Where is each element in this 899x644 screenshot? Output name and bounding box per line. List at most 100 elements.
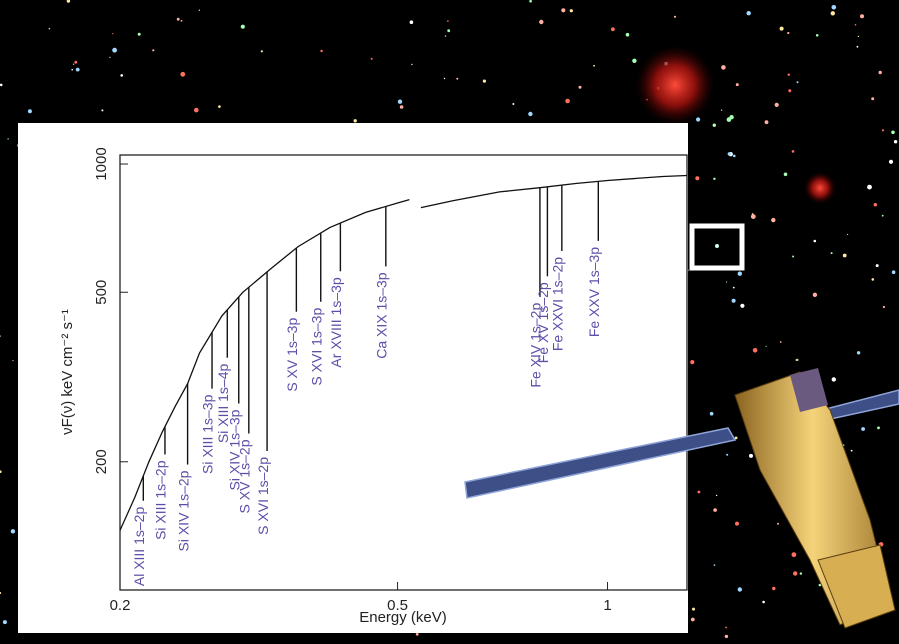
star xyxy=(857,35,860,38)
star xyxy=(48,27,51,30)
star xyxy=(444,35,447,37)
y-tick-label: 1000 xyxy=(93,147,110,180)
star xyxy=(878,543,881,545)
star xyxy=(726,281,728,283)
star xyxy=(712,123,716,127)
line-label: Si XIII 1s–2p xyxy=(153,460,169,540)
star xyxy=(0,335,1,337)
star xyxy=(194,107,199,113)
star xyxy=(260,50,263,53)
line-label: Fe XV 1s–2p xyxy=(535,282,551,363)
star xyxy=(793,571,798,576)
star xyxy=(411,63,413,66)
star xyxy=(815,34,819,37)
star xyxy=(721,65,726,70)
star xyxy=(539,19,544,25)
y-tick-label: 500 xyxy=(93,280,110,305)
star xyxy=(893,140,898,144)
star xyxy=(137,32,141,36)
x-axis-label: Energy (keV) xyxy=(359,609,447,626)
star xyxy=(690,617,695,622)
star xyxy=(0,591,2,595)
star xyxy=(788,89,792,93)
star xyxy=(856,351,861,355)
star xyxy=(732,286,735,289)
star xyxy=(112,33,114,35)
star xyxy=(320,49,323,53)
x-tick-label: 0.2 xyxy=(110,597,131,614)
star xyxy=(611,27,615,32)
star xyxy=(860,14,864,19)
star xyxy=(737,587,742,592)
star xyxy=(569,9,573,13)
plot-area: 0.2 0.5 1 200 500 1000 Al XIII 1s–2p Si XIII 1s… xyxy=(93,147,688,614)
star xyxy=(74,60,78,64)
star xyxy=(75,67,80,72)
star xyxy=(774,102,779,107)
plot-panel xyxy=(18,123,688,633)
star xyxy=(762,600,765,604)
star xyxy=(152,49,155,52)
star xyxy=(561,8,566,13)
star xyxy=(10,529,16,534)
y-axis-label: νF(ν) keV cm⁻² s⁻¹ xyxy=(59,309,76,435)
x-tick-label: 1 xyxy=(603,597,611,614)
star xyxy=(765,345,767,347)
star xyxy=(877,426,880,430)
star xyxy=(830,11,835,16)
star xyxy=(818,583,822,587)
line-label: Si XIII 1s–4p xyxy=(215,364,231,444)
star xyxy=(771,217,776,223)
star xyxy=(353,119,357,123)
star xyxy=(842,253,847,258)
target-box xyxy=(689,223,745,271)
star xyxy=(772,586,776,591)
line-label: Al XIII 1s–2p xyxy=(131,507,147,587)
line-label: Fe XXVI 1s–2p xyxy=(550,257,566,351)
star xyxy=(692,607,695,611)
star xyxy=(891,130,895,135)
star xyxy=(720,109,723,111)
star xyxy=(735,83,739,87)
star xyxy=(764,120,769,125)
star xyxy=(512,103,515,105)
star xyxy=(875,264,879,268)
star xyxy=(27,109,32,114)
star xyxy=(812,292,818,297)
star xyxy=(881,214,884,217)
star xyxy=(72,63,75,65)
star xyxy=(109,56,111,59)
line-label: S XVI 1s–3p xyxy=(308,308,324,386)
x-tick-label: 0.5 xyxy=(387,597,408,614)
star xyxy=(731,298,736,303)
star xyxy=(831,5,837,10)
star xyxy=(779,26,784,31)
star xyxy=(399,105,404,109)
star xyxy=(850,449,853,452)
star xyxy=(2,620,7,625)
star xyxy=(697,490,701,494)
line-label: Si XIII 1s–3p xyxy=(200,394,216,474)
star xyxy=(240,24,245,29)
line-label: Si XIV 1s–2p xyxy=(175,470,191,551)
star xyxy=(397,99,403,104)
star xyxy=(779,341,782,343)
star xyxy=(791,552,797,558)
star xyxy=(888,159,894,164)
star xyxy=(871,97,875,101)
star xyxy=(447,29,451,33)
star xyxy=(625,32,630,37)
star xyxy=(726,117,732,122)
spectrum xyxy=(119,174,688,531)
star xyxy=(528,111,533,117)
star xyxy=(578,85,582,89)
star xyxy=(0,470,2,473)
star xyxy=(871,278,875,281)
star xyxy=(726,453,729,456)
star xyxy=(830,252,833,255)
galaxy xyxy=(635,45,715,125)
star xyxy=(409,20,414,25)
star xyxy=(713,177,716,180)
